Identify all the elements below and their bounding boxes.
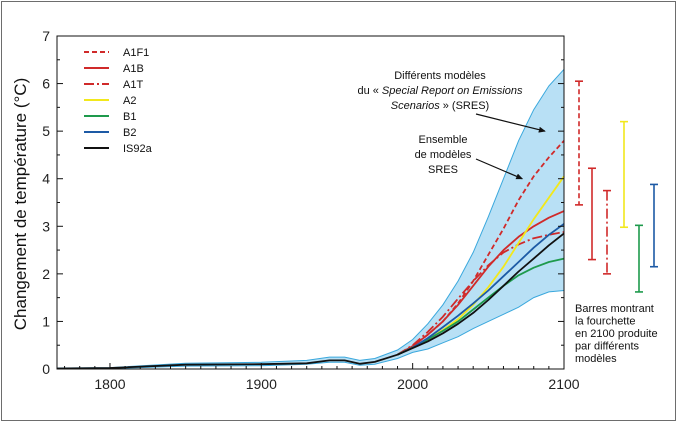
temperature-chart: 0 1 2 3 4 5 6 7 1800 1900 2000 2100 A1F1 A1B A1T A2 B1 B… (11, 28, 658, 392)
annotation-range-bars-line: Barres montrant (575, 303, 654, 315)
legend-label-a2: A2 (123, 95, 136, 107)
x-tick-label: 1800 (94, 376, 125, 392)
scenario-lines (56, 140, 565, 370)
range-bars (575, 80, 658, 293)
series-line-is92a (56, 232, 565, 370)
band-upper-edge (56, 68, 565, 369)
legend-label-b2: B2 (123, 127, 136, 139)
plot-axes: 0 1 2 3 4 5 6 7 1800 1900 2000 2100 (42, 28, 580, 392)
legend-label-a1b: A1B (123, 63, 144, 75)
annotation-ensemble-line: de modèles (415, 149, 472, 161)
legend-label-a1t: A1T (123, 79, 143, 91)
annotation-range-bars-line: la fourchette (575, 316, 636, 328)
annotation-range-bars-line: en 2100 produite (575, 328, 658, 340)
band-lower-edge (56, 290, 565, 370)
annotation-arrow (475, 158, 524, 180)
y-tick-label: 2 (42, 266, 50, 282)
legend-label-b1: B1 (123, 111, 136, 123)
y-tick-label: 3 (42, 218, 50, 234)
annotation-range-bars-line: modèles (575, 353, 617, 365)
annotation-sres-models-line: Différents modèles (394, 70, 486, 82)
annotation-arrow (475, 113, 546, 133)
annotation-sres-models-line: Scenarios » (SRES) (391, 100, 489, 112)
legend-label-is92a: IS92a (123, 143, 153, 155)
annotation-sres-models-line: du « Special Report on Emissions (357, 85, 523, 97)
series-line-a1b (397, 210, 565, 356)
legend: A1F1 A1B A1T A2 B1 B2 IS92a (84, 47, 153, 155)
x-tick-label: 2000 (397, 376, 428, 392)
y-tick-label: 5 (42, 123, 50, 139)
y-tick-label: 6 (42, 76, 50, 92)
x-tick-label: 1900 (246, 376, 277, 392)
series-line-a1t (397, 231, 565, 356)
annotations: Différents modèles du « Special Report on… (357, 70, 657, 365)
sres-ensemble-band (56, 68, 565, 370)
x-tick-label: 2100 (548, 376, 579, 392)
y-tick-label: 0 (42, 361, 50, 377)
series-line-b2 (397, 223, 565, 356)
y-tick-label: 7 (42, 28, 50, 44)
y-axis-label: Changement de température (°C) (11, 78, 30, 330)
y-tick-label: 1 (42, 313, 50, 329)
y-tick-label: 4 (42, 171, 50, 187)
annotation-ensemble-line: SRES (428, 164, 458, 176)
annotation-ensemble-line: Ensemble (419, 134, 468, 146)
series-line-b1 (397, 257, 565, 356)
annotation-range-bars-line: par différents (575, 341, 640, 353)
legend-label-a1f1: A1F1 (123, 47, 149, 59)
